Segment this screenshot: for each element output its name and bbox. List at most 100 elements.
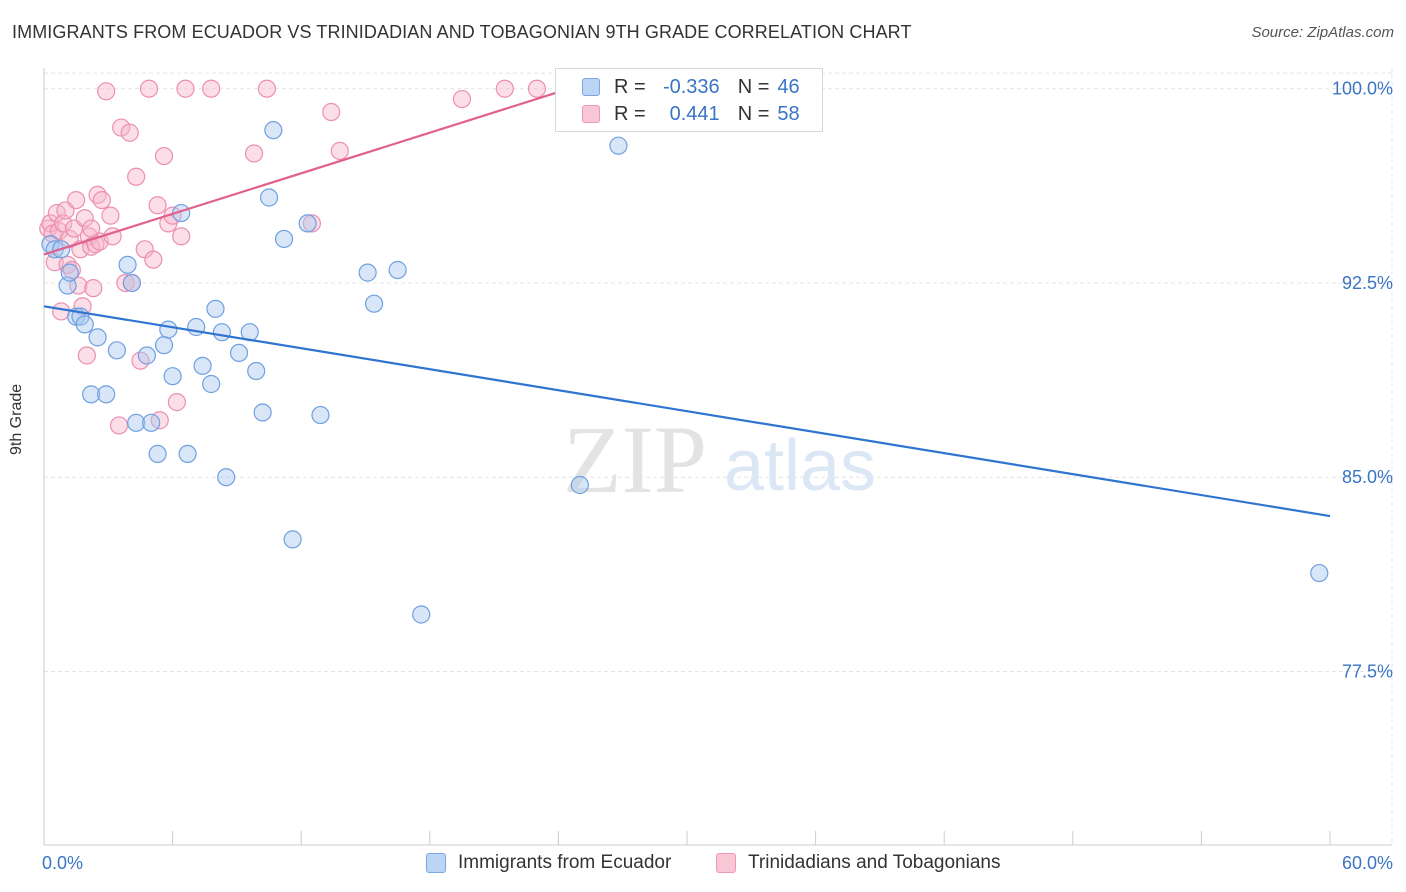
data-point-trinidadians bbox=[116, 273, 135, 293]
data-point-ecuador bbox=[118, 255, 137, 274]
series-ecuador-points bbox=[41, 121, 1329, 624]
data-point-ecuador bbox=[259, 188, 279, 207]
legend-item-label: Immigrants from Ecuador bbox=[458, 852, 672, 873]
data-point-trinidadians bbox=[495, 79, 514, 98]
data-point-ecuador bbox=[364, 294, 384, 313]
trend-line-ecuador bbox=[43, 305, 1331, 518]
data-point-trinidadians bbox=[144, 250, 163, 269]
data-point-ecuador bbox=[247, 361, 266, 381]
data-point-trinidadians bbox=[127, 167, 146, 186]
data-point-ecuador bbox=[1310, 563, 1329, 583]
legend-n-value: 58 bbox=[777, 102, 800, 125]
chart-source: Source: ZipAtlas.com bbox=[1251, 24, 1394, 41]
legend-swatch-pink bbox=[716, 853, 736, 873]
data-point-ecuador bbox=[609, 136, 628, 155]
data-point-ecuador bbox=[142, 413, 161, 432]
data-point-trinidadians bbox=[109, 416, 129, 435]
data-point-ecuador bbox=[82, 385, 101, 404]
legend-r-value: 0.441 bbox=[669, 102, 720, 125]
data-point-trinidadians bbox=[69, 276, 88, 295]
data-point-trinidadians bbox=[77, 346, 96, 365]
y-tick-label: 92.5% bbox=[1342, 273, 1393, 293]
y-tick-label: 77.5% bbox=[1342, 661, 1393, 681]
axis-layer bbox=[43, 68, 1392, 846]
stats-legend: R = -0.336 N = 46 R = 0.441 N = 58 bbox=[555, 68, 823, 132]
data-point-ecuador bbox=[264, 121, 283, 140]
data-point-trinidadians bbox=[452, 89, 472, 109]
tick-labels: 100.0% 92.5% 85.0% 77.5% 0.0% 60.0% bbox=[42, 79, 1393, 873]
watermark-zip: ZIP bbox=[563, 406, 707, 513]
chart-title: IMMIGRANTS FROM ECUADOR VS TRINIDADIAN A… bbox=[12, 22, 912, 42]
data-point-ecuador bbox=[570, 475, 589, 495]
legend-swatch-blue bbox=[426, 853, 446, 873]
watermark: ZIP atlas bbox=[563, 406, 876, 513]
data-point-ecuador bbox=[137, 346, 156, 365]
grid-layer bbox=[44, 68, 1393, 845]
data-point-ecuador bbox=[311, 405, 330, 425]
data-point-ecuador bbox=[122, 273, 141, 293]
data-point-trinidadians bbox=[244, 144, 264, 163]
watermark-atlas: atlas bbox=[724, 426, 876, 506]
data-point-ecuador bbox=[193, 356, 212, 375]
legend-item-trinidadians: Trinidadians and Tobagonians bbox=[716, 852, 1000, 874]
legend-item-ecuador: Immigrants from Ecuador bbox=[426, 852, 671, 874]
data-point-trinidadians bbox=[167, 393, 186, 412]
data-point-trinidadians bbox=[97, 82, 116, 101]
data-point-ecuador bbox=[229, 343, 249, 362]
data-point-trinidadians bbox=[112, 118, 131, 137]
data-point-ecuador bbox=[97, 385, 116, 404]
data-point-ecuador bbox=[178, 444, 197, 464]
trend-line-trinidadians bbox=[43, 87, 570, 256]
data-point-trinidadians bbox=[148, 196, 167, 215]
data-point-trinidadians bbox=[92, 190, 111, 210]
legend-n-label: N = bbox=[737, 75, 770, 98]
data-point-ecuador bbox=[283, 530, 302, 549]
data-point-trinidadians bbox=[330, 141, 349, 160]
trend-lines bbox=[43, 87, 1331, 518]
data-point-trinidadians bbox=[154, 146, 174, 166]
legend-swatch-pink bbox=[582, 105, 600, 123]
data-point-ecuador bbox=[412, 605, 431, 624]
legend-r-value: -0.336 bbox=[662, 75, 720, 98]
data-point-ecuador bbox=[154, 336, 174, 355]
data-point-trinidadians bbox=[202, 79, 221, 98]
data-point-trinidadians bbox=[527, 79, 547, 98]
data-point-trinidadians bbox=[172, 227, 191, 246]
data-point-ecuador bbox=[388, 260, 407, 280]
data-point-trinidadians bbox=[84, 279, 103, 298]
data-point-trinidadians bbox=[120, 123, 139, 142]
data-point-ecuador bbox=[358, 263, 377, 282]
data-point-ecuador bbox=[127, 413, 146, 432]
data-point-trinidadians bbox=[67, 190, 86, 210]
data-point-ecuador bbox=[107, 341, 126, 360]
legend-item-label: Trinidadians and Tobagonians bbox=[748, 852, 1001, 873]
legend-row-trinidadians: R = 0.441 N = 58 bbox=[582, 102, 800, 126]
data-point-trinidadians bbox=[75, 209, 94, 228]
data-point-ecuador bbox=[206, 299, 225, 318]
data-point-ecuador bbox=[274, 229, 294, 249]
x-tick-label: 60.0% bbox=[1342, 853, 1393, 873]
data-point-trinidadians bbox=[82, 219, 101, 238]
data-point-ecuador bbox=[202, 374, 221, 394]
data-point-trinidadians bbox=[176, 79, 195, 98]
legend-swatch-blue bbox=[582, 78, 600, 96]
series-trinidadians-points bbox=[39, 79, 600, 435]
x-tick-label: 0.0% bbox=[42, 853, 83, 873]
data-point-ecuador bbox=[298, 214, 317, 233]
y-tick-label: 85.0% bbox=[1342, 467, 1393, 487]
data-point-ecuador bbox=[212, 323, 231, 342]
legend-row-ecuador: R = -0.336 N = 46 bbox=[582, 75, 800, 99]
legend-r-label: R = bbox=[614, 102, 646, 125]
data-point-ecuador bbox=[88, 328, 107, 347]
data-point-trinidadians bbox=[101, 206, 120, 225]
legend-r-label: R = bbox=[614, 75, 646, 98]
data-point-ecuador bbox=[159, 320, 178, 339]
legend-n-label: N = bbox=[737, 102, 770, 125]
data-point-ecuador bbox=[60, 263, 79, 282]
series-legend: Immigrants from Ecuador Trinidadians and… bbox=[0, 852, 1406, 878]
data-point-trinidadians bbox=[139, 79, 159, 98]
y-axis-label: 9th Grade bbox=[8, 383, 25, 455]
y-tick-label: 100.0% bbox=[1332, 79, 1393, 99]
data-point-trinidadians bbox=[257, 79, 277, 98]
